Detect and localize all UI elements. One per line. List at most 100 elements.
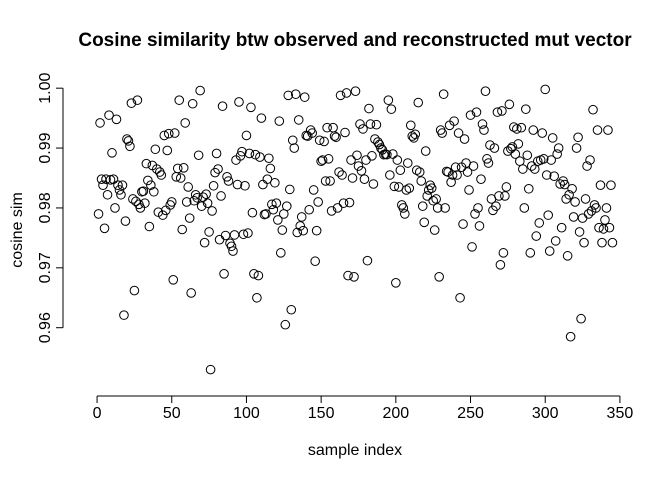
point	[99, 223, 110, 234]
point	[606, 180, 616, 190]
y-tick-label: 0.96	[37, 312, 54, 343]
point	[186, 288, 196, 298]
point	[362, 255, 373, 266]
point	[334, 167, 344, 177]
x-tick-label: 0	[93, 405, 102, 422]
point	[483, 158, 494, 168]
point	[391, 277, 401, 288]
point	[255, 152, 265, 162]
point	[355, 119, 365, 129]
point	[604, 222, 615, 233]
point	[359, 174, 370, 184]
point	[284, 184, 295, 195]
point	[223, 176, 234, 186]
point	[571, 143, 582, 153]
point	[128, 194, 138, 204]
point	[420, 146, 431, 156]
point	[489, 143, 500, 153]
point	[234, 97, 244, 107]
point	[398, 203, 409, 213]
point	[382, 149, 392, 160]
point	[211, 148, 222, 159]
point	[281, 201, 292, 211]
point	[588, 104, 598, 115]
point	[410, 129, 421, 140]
point	[540, 84, 551, 95]
y-tick-label: 0.97	[37, 252, 54, 283]
point	[175, 173, 186, 183]
point	[353, 161, 364, 171]
point	[389, 181, 400, 192]
point	[476, 174, 486, 184]
point	[270, 177, 280, 188]
point	[356, 166, 367, 176]
point	[296, 212, 307, 222]
point	[114, 185, 125, 195]
point	[232, 179, 243, 190]
point	[426, 183, 437, 193]
point	[598, 224, 609, 234]
x-tick-label: 250	[457, 405, 484, 422]
point	[214, 234, 225, 245]
point	[238, 229, 249, 240]
x-tick-label: 100	[233, 405, 260, 422]
point	[365, 119, 376, 129]
point	[156, 170, 167, 180]
point	[470, 209, 480, 219]
point	[253, 270, 264, 281]
point	[341, 88, 352, 98]
point	[180, 118, 190, 128]
point	[293, 115, 304, 125]
point	[287, 135, 298, 146]
point	[567, 183, 577, 194]
point	[512, 124, 522, 134]
point	[595, 180, 606, 190]
point	[440, 203, 450, 213]
point	[213, 164, 223, 174]
point	[265, 163, 276, 174]
point	[132, 95, 143, 105]
point	[220, 230, 231, 241]
point	[364, 103, 374, 114]
point	[509, 122, 519, 132]
point	[307, 128, 317, 138]
point	[452, 170, 462, 180]
point	[464, 185, 474, 195]
point	[346, 155, 356, 165]
point	[283, 90, 294, 101]
point	[528, 125, 539, 135]
point	[446, 177, 456, 187]
point	[317, 155, 328, 165]
point	[157, 210, 168, 220]
point	[465, 110, 476, 120]
point	[547, 133, 558, 143]
point	[373, 137, 383, 147]
point	[455, 292, 465, 303]
point	[125, 141, 135, 152]
point	[219, 269, 229, 279]
point	[273, 215, 283, 225]
point	[243, 228, 253, 238]
point	[237, 146, 247, 157]
point	[228, 246, 238, 256]
point	[350, 86, 361, 96]
point	[585, 155, 595, 165]
point	[168, 275, 179, 285]
point	[244, 148, 255, 159]
point	[140, 198, 150, 208]
point	[311, 225, 322, 236]
point	[383, 95, 394, 105]
point	[417, 201, 428, 211]
point	[526, 161, 537, 171]
point	[313, 197, 323, 207]
point	[343, 270, 353, 281]
point	[497, 106, 507, 116]
point	[482, 154, 492, 164]
point	[304, 204, 314, 215]
point	[98, 180, 108, 190]
point	[159, 130, 170, 141]
point	[504, 99, 515, 110]
point	[271, 198, 282, 208]
point	[240, 180, 250, 191]
